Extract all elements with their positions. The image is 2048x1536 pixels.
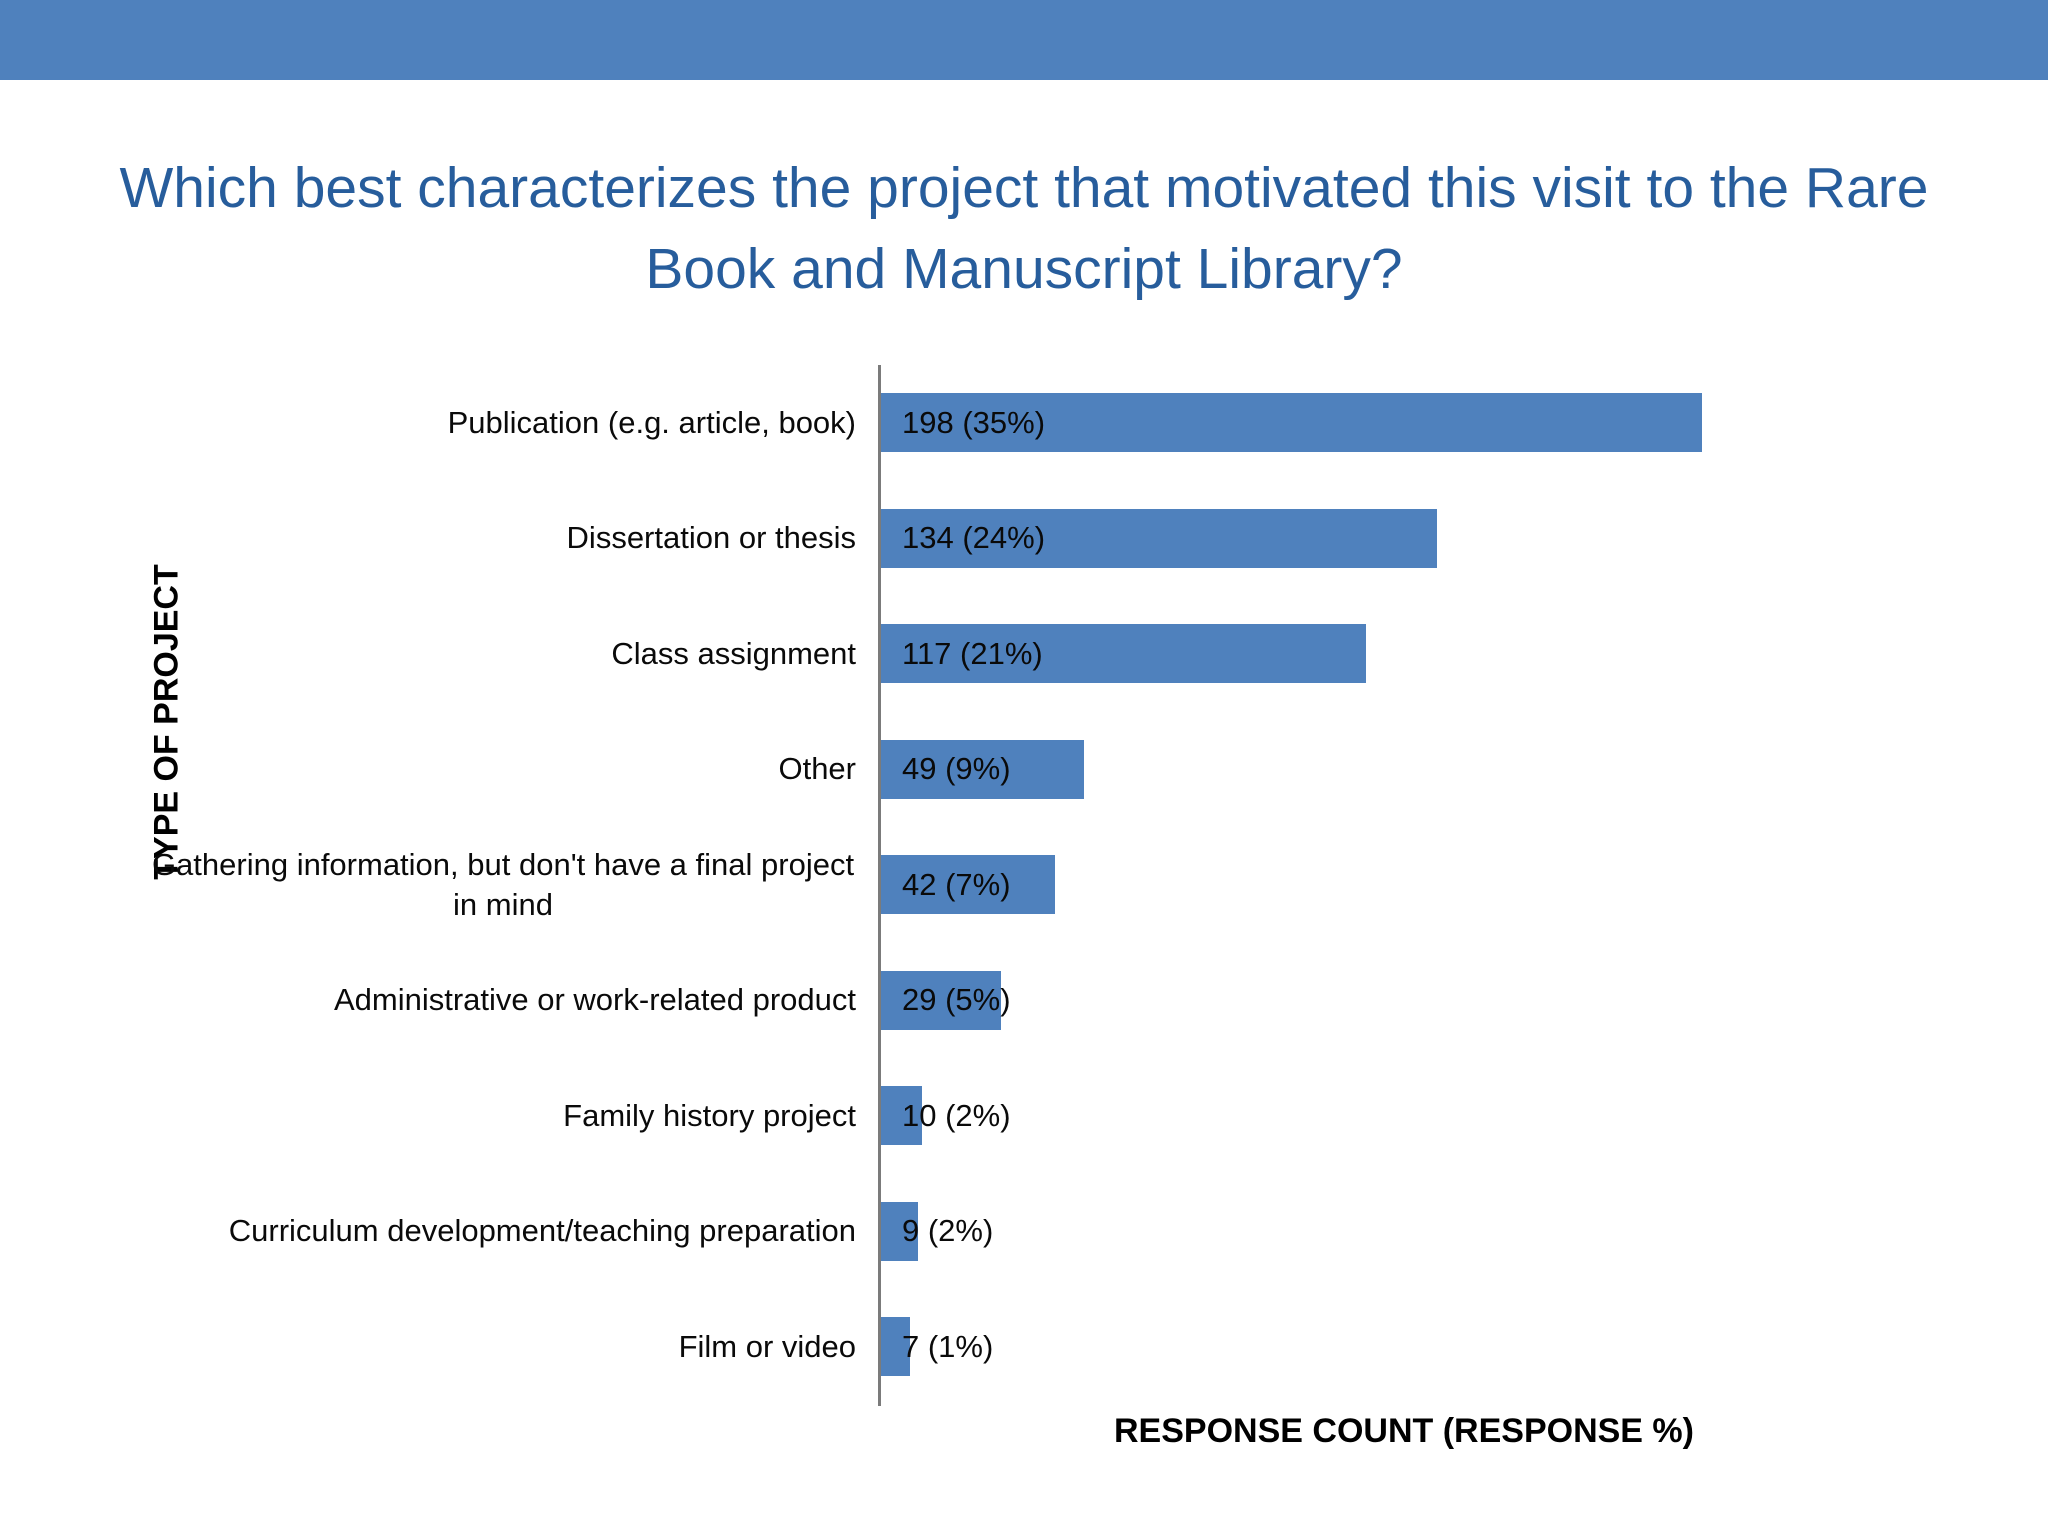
bar	[881, 393, 1702, 452]
chart-title: Which best characterizes the project tha…	[119, 156, 1929, 301]
category-label-text: Publication (e.g. article, book)	[447, 404, 856, 440]
bar-row: Class assignment 117 (21%)	[0, 624, 2048, 683]
category-label: Gathering information, but don't have a …	[150, 847, 856, 921]
value-label: 198 (35%)	[902, 404, 1046, 440]
category-label-text: Curriculum development/teaching preparat…	[228, 1213, 856, 1249]
value-label: 10 (2%)	[902, 1097, 1011, 1133]
bar	[881, 855, 1055, 914]
category-label-text: Gathering information, but don't have a …	[151, 847, 855, 922]
bar-row: Film or video 7 (1%)	[0, 1317, 2048, 1376]
value-label: 9 (2%)	[902, 1213, 994, 1248]
y-axis-title: TYPE OF PROJECT	[147, 564, 186, 880]
category-label-text: Other	[778, 751, 856, 787]
category-label: Administrative or work-related product	[334, 971, 856, 1030]
value-label: 29 (5%)	[902, 982, 1011, 1017]
y-axis-line	[878, 365, 881, 1406]
category-label-text: Film or video	[678, 1328, 856, 1364]
value-label: 117 (21%)	[902, 635, 1043, 671]
bar-row: Dissertation or thesis 134 (24%)	[0, 508, 2048, 568]
bar-row: Publication (e.g. article, book) 198 (35…	[0, 393, 2048, 452]
category-label: Publication (e.g. article, book)	[448, 393, 856, 452]
category-label: Dissertation or thesis	[567, 509, 856, 568]
category-label: Other	[778, 740, 856, 799]
category-label: Curriculum development/teaching preparat…	[229, 1202, 856, 1261]
category-label: Family history project	[563, 1086, 856, 1145]
top-banner	[0, 0, 2048, 80]
value-label: 134 (24%)	[902, 520, 1046, 555]
category-label-text: Administrative or work-related product	[333, 982, 856, 1018]
category-label-text: Family history project	[563, 1097, 856, 1133]
bar-row: Curriculum development/teaching preparat…	[0, 1201, 2048, 1261]
x-axis-title: RESPONSE COUNT (RESPONSE %)	[1114, 1412, 1694, 1450]
bar-row: Gathering information, but don't have a …	[0, 847, 2048, 922]
bar-row: Family history project 10 (2%)	[0, 1086, 2048, 1145]
bar	[881, 508, 1437, 568]
bar	[881, 1317, 910, 1376]
bar	[881, 1201, 918, 1261]
bar	[881, 624, 1366, 683]
value-label: 7 (1%)	[902, 1328, 994, 1364]
category-label-text: Class assignment	[611, 635, 856, 671]
bar-row: Administrative or work-related product 2…	[0, 970, 2048, 1030]
category-label-text: Dissertation or thesis	[566, 520, 856, 556]
bar	[881, 739, 1084, 799]
bar-row: Other 49 (9%)	[0, 739, 2048, 799]
bar	[881, 1086, 922, 1145]
category-label: Film or video	[679, 1317, 856, 1376]
bar	[881, 970, 1001, 1030]
category-label: Class assignment	[611, 624, 856, 683]
value-label: 42 (7%)	[902, 866, 1011, 902]
value-label: 49 (9%)	[902, 751, 1011, 786]
